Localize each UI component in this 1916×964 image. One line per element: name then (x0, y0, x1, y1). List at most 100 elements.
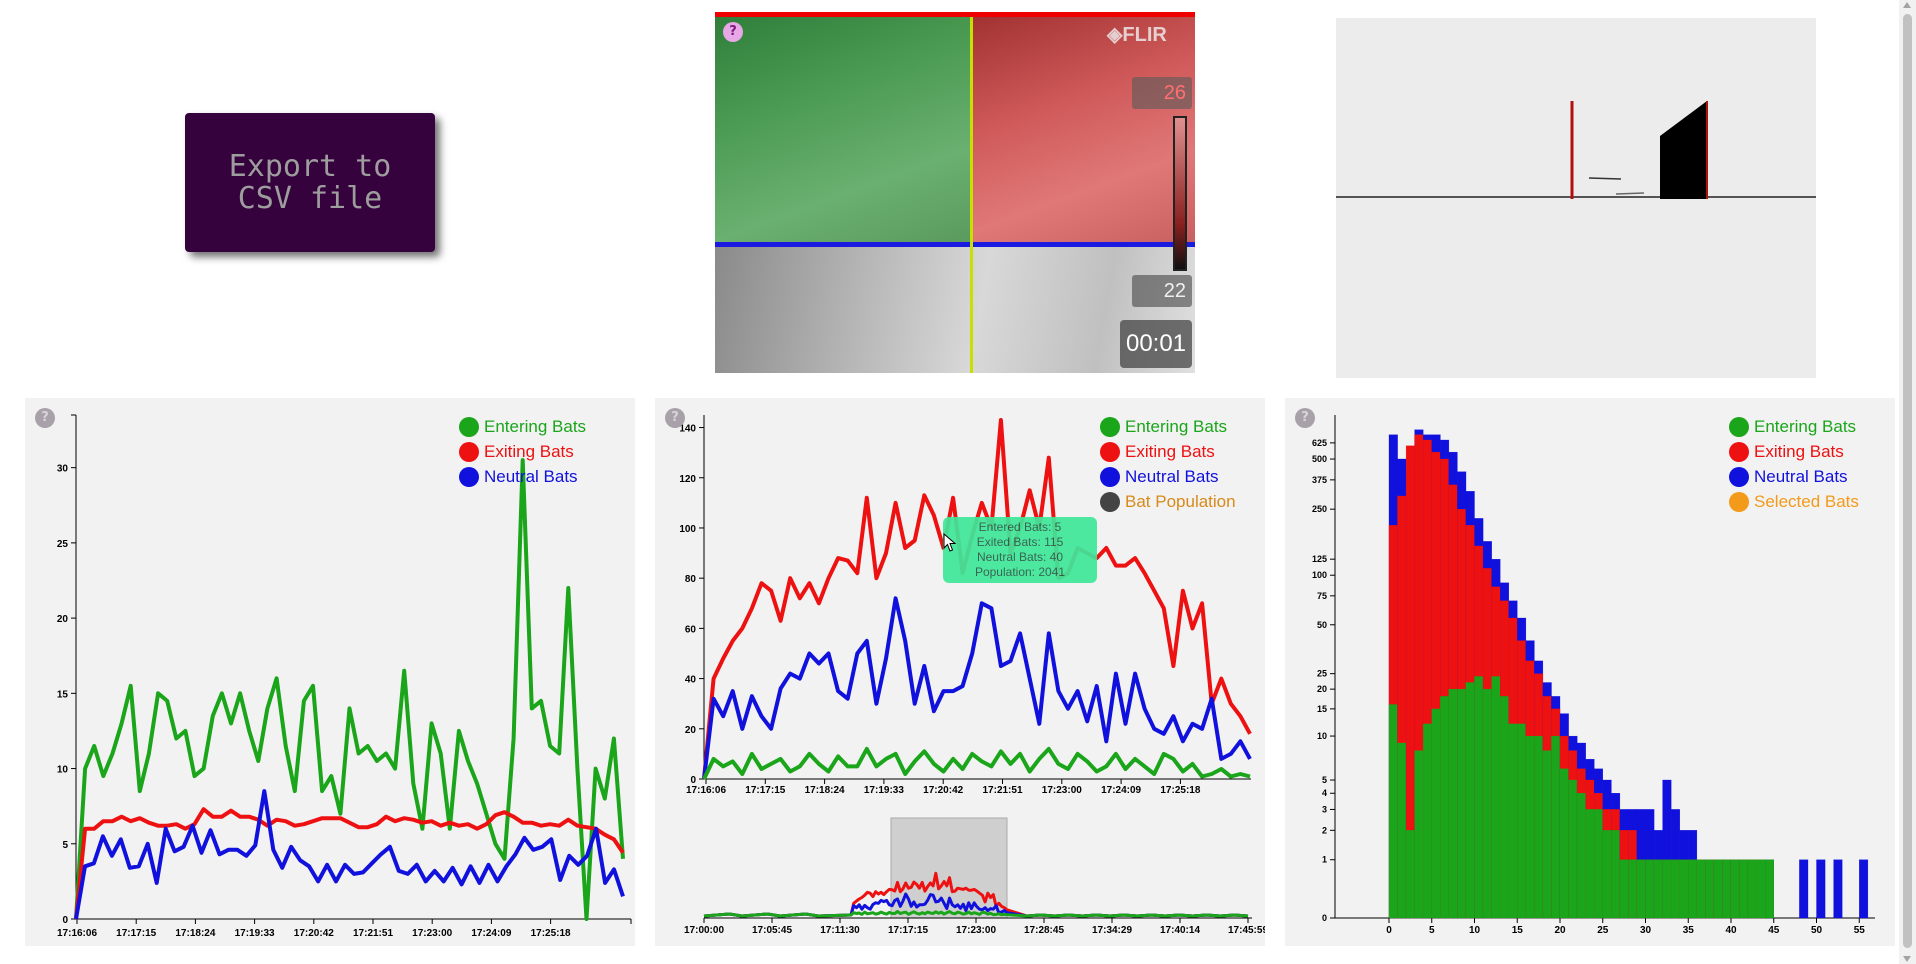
histogram-bar-entering-bats (1576, 793, 1586, 919)
3d-scene-view[interactable] (1336, 18, 1816, 378)
vertical-scrollbar[interactable] (1899, 0, 1916, 964)
y-tick-label: 25 (57, 539, 69, 550)
y-tick-label: 50 (1317, 620, 1327, 630)
x-tick-label: 17:25:18 (1160, 785, 1200, 796)
legend-label: Entering Bats (1754, 416, 1857, 436)
horizontal-boundary-line[interactable] (715, 242, 1195, 247)
histogram-bar-entering-bats (1482, 688, 1492, 919)
histogram-bar-entering-bats (1414, 750, 1424, 919)
chart-legend: Entering Bats Exiting Bats Neutral Bats (459, 414, 586, 489)
x-tick-label: 17:19:33 (864, 785, 904, 796)
overview-x-tick-label: 17:40:14 (1160, 925, 1200, 936)
histogram-bar-entering-bats (1594, 809, 1603, 919)
tooltip-line: Entered Bats: 5 (978, 520, 1062, 534)
help-icon[interactable]: ? (1295, 408, 1315, 428)
x-tick-label: 55 (1854, 925, 1866, 936)
y-tick-label: 75 (1317, 591, 1327, 601)
histogram-bar-entering-bats (1568, 779, 1578, 919)
chart-legend: Entering Bats Exiting Bats Neutral Bats … (1100, 414, 1236, 514)
legend-item-population[interactable]: Bat Population (1100, 489, 1236, 514)
x-tick-label: 17:16:06 (686, 785, 726, 796)
population-line-chart[interactable]: 0 20 40 60 80 100 120 140 17:16:06 17:17:15 17:18:… (655, 398, 1268, 946)
y-tick-label: 0 (690, 775, 696, 786)
histogram-bar-entering-bats (1525, 735, 1535, 919)
y-tick-label: 10 (57, 765, 69, 776)
histogram-bar-entering-bats (1628, 859, 1638, 919)
x-tick-label: 17:23:00 (412, 928, 452, 939)
histogram-bar-entering-bats (1705, 859, 1715, 919)
overview-x-tick-label: 17:00:00 (684, 925, 724, 936)
legend-item-selected[interactable]: Selected Bats (1729, 489, 1859, 514)
legend-dot-icon (1729, 441, 1749, 462)
help-icon[interactable]: ? (665, 408, 685, 428)
legend-dot-icon (459, 441, 479, 462)
x-tick-label: 40 (1725, 925, 1737, 936)
series-line-exiting-bats (74, 807, 625, 920)
bat-counts-line-chart[interactable]: 0 5 10 15 20 25 30 17:16:06 17:17:15 17:18:24 17:1… (25, 398, 635, 946)
histogram-bar-entering-bats (1457, 688, 1467, 919)
legend-item-neutral[interactable]: Neutral Bats (459, 464, 586, 489)
scroll-down-icon[interactable] (1903, 956, 1911, 962)
bat-counts-chart-panel: ? 0 5 10 15 20 25 30 17:16:06 17:17:15 17:18:24 17… (25, 398, 635, 946)
histogram-bar-entering-bats (1765, 859, 1774, 919)
legend-item-exiting[interactable]: Exiting Bats (459, 439, 586, 464)
chart-legend: Entering Bats Exiting Bats Neutral Bats … (1729, 414, 1859, 514)
histogram-bar-entering-bats (1405, 830, 1415, 919)
y-tick-label: 80 (685, 574, 697, 585)
histogram-bar-entering-bats (1500, 696, 1509, 919)
x-tick-label: 20 (1554, 925, 1566, 936)
legend-label: Entering Bats (484, 416, 587, 436)
scroll-up-icon[interactable] (1903, 2, 1911, 8)
thermal-video-view[interactable]: ? ◈FLIR 26 22 00:01 (715, 12, 1195, 373)
x-tick-label: 17:23:00 (1042, 785, 1082, 796)
flame-icon: ◈ (1107, 24, 1123, 46)
series-line-neutral-bats (74, 789, 625, 920)
top-boundary-line (715, 12, 1195, 17)
histogram-bar-neutral-bats (1799, 859, 1809, 919)
histogram-bar-entering-bats (1474, 676, 1484, 919)
histogram-bar-entering-bats (1534, 735, 1544, 919)
histogram-bar-entering-bats (1542, 750, 1552, 919)
legend-dot-icon (1729, 466, 1749, 487)
legend-item-entering[interactable]: Entering Bats (1100, 414, 1236, 439)
x-tick-label: 5 (1429, 925, 1435, 936)
export-csv-button[interactable]: Export to CSV file (185, 113, 435, 252)
legend-item-entering[interactable]: Entering Bats (459, 414, 586, 439)
x-tick-label: 35 (1683, 925, 1695, 936)
vertical-boundary-line[interactable] (970, 17, 973, 373)
histogram-bar-entering-bats (1619, 859, 1629, 919)
x-tick-label: 15 (1512, 925, 1524, 936)
legend-label: Selected Bats (1754, 491, 1859, 511)
y-tick-label: 60 (685, 624, 697, 635)
y-tick-label: 375 (1312, 475, 1327, 485)
y-tick-label: 500 (1312, 454, 1327, 464)
y-tick-label: 30 (57, 464, 69, 475)
help-icon[interactable]: ? (723, 22, 743, 42)
scroll-thumb[interactable] (1903, 14, 1912, 948)
histogram-bar-entering-bats (1756, 859, 1766, 919)
flir-logo: ◈FLIR (1107, 24, 1167, 46)
y-tick-label: 1 (1322, 855, 1327, 865)
population-chart-panel: ? 0 20 40 60 80 100 120 140 17:16:06 17:17:15 17:1… (655, 398, 1268, 946)
legend-item-neutral[interactable]: Neutral Bats (1729, 464, 1859, 489)
histogram-bar-entering-bats (1696, 859, 1706, 919)
x-tick-label: 17:17:15 (116, 928, 156, 939)
histogram-bar-neutral-bats (1859, 859, 1869, 919)
legend-item-entering[interactable]: Entering Bats (1729, 414, 1859, 439)
histogram-bar-entering-bats (1730, 859, 1740, 919)
legend-item-exiting[interactable]: Exiting Bats (1729, 439, 1859, 464)
histogram-bar-entering-bats (1611, 830, 1621, 919)
histogram-bar-entering-bats (1551, 735, 1561, 919)
x-tick-label: 17:20:42 (294, 928, 334, 939)
x-tick-label: 17:17:15 (745, 785, 785, 796)
overview-line-entering-bats (703, 910, 1249, 918)
legend-label: Exiting Bats (1125, 441, 1215, 461)
x-tick-label: 45 (1768, 925, 1780, 936)
legend-item-neutral[interactable]: Neutral Bats (1100, 464, 1236, 489)
histogram-bar-entering-bats (1423, 723, 1432, 919)
x-tick-label: 10 (1469, 925, 1481, 936)
histogram-bar-entering-bats (1636, 859, 1646, 919)
legend-item-exiting[interactable]: Exiting Bats (1100, 439, 1236, 464)
help-icon[interactable]: ? (35, 408, 55, 428)
